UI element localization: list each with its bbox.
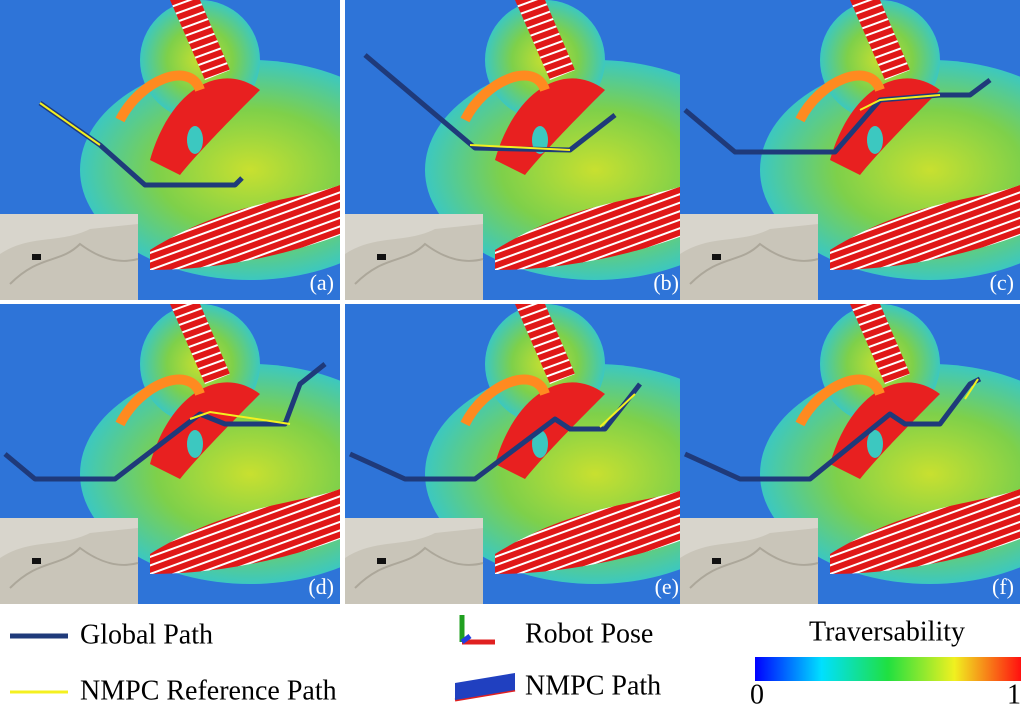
panel-label: (a) [310,270,334,295]
robot-inset [0,517,139,604]
reference-path [39,102,101,146]
robot-inset [0,213,139,300]
robot-pose-icon [459,615,495,645]
nmpc-path-icon [454,673,516,702]
robot-inset [345,213,484,300]
panel-label: (c) [990,270,1014,295]
panel: (a) [0,0,420,300]
reference-path [189,410,291,425]
robot-inset [680,213,819,300]
panel: (e) [345,304,765,604]
legend-reference: NMPC Reference Path [80,675,337,706]
robot-inset [680,517,819,604]
global-path [683,376,982,482]
panel: (d) [0,304,420,604]
robot-inset [345,517,484,604]
global-path [363,53,617,153]
global-path [3,362,327,482]
reference-path [859,94,941,111]
panel: (f) [680,304,1025,604]
legend-nmpc-path: NMPC Path [525,670,661,701]
panel: (b) [345,0,765,300]
global-path [348,382,642,482]
panel-label: (e) [655,574,679,599]
colorbar [755,657,1021,681]
panel-label: (b) [653,270,679,295]
reference-path [599,393,636,428]
panel-label: (d) [308,574,334,599]
reference-path [964,378,979,400]
legend: Global Path NMPC Reference Path Robot Po… [10,615,1021,710]
colorbar-min: 0 [750,679,764,710]
legend-robot-pose: Robot Pose [525,618,653,649]
colorbar-max: 1 [1007,679,1021,710]
panel: (c) [680,0,1025,300]
colorbar-title: Traversability [809,616,965,647]
legend-global: Global Path [80,619,213,650]
reference-path [469,144,571,151]
panel-label: (f) [992,574,1014,599]
